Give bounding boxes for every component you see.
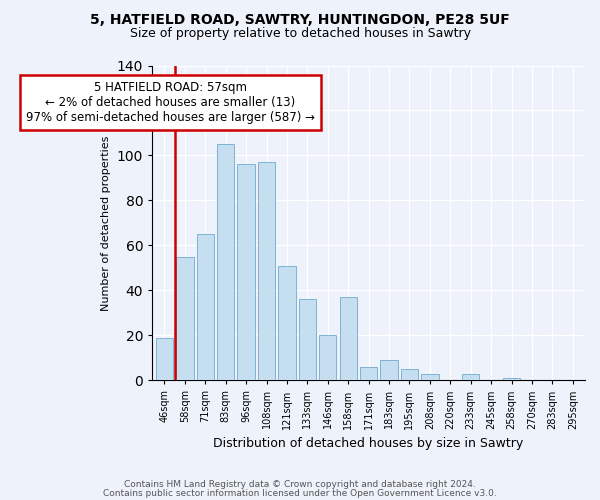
- Bar: [176, 256, 194, 380]
- Bar: [360, 367, 377, 380]
- Bar: [278, 266, 296, 380]
- Bar: [197, 234, 214, 380]
- Y-axis label: Number of detached properties: Number of detached properties: [101, 135, 111, 310]
- Bar: [340, 297, 357, 380]
- Text: Contains public sector information licensed under the Open Government Licence v3: Contains public sector information licen…: [103, 488, 497, 498]
- X-axis label: Distribution of detached houses by size in Sawtry: Distribution of detached houses by size …: [214, 437, 524, 450]
- Bar: [258, 162, 275, 380]
- Text: Contains HM Land Registry data © Crown copyright and database right 2024.: Contains HM Land Registry data © Crown c…: [124, 480, 476, 489]
- Bar: [421, 374, 439, 380]
- Text: 5 HATFIELD ROAD: 57sqm
← 2% of detached houses are smaller (13)
97% of semi-deta: 5 HATFIELD ROAD: 57sqm ← 2% of detached …: [26, 81, 314, 124]
- Bar: [319, 336, 337, 380]
- Bar: [462, 374, 479, 380]
- Bar: [238, 164, 255, 380]
- Bar: [299, 300, 316, 380]
- Bar: [380, 360, 398, 380]
- Bar: [217, 144, 235, 380]
- Bar: [503, 378, 520, 380]
- Bar: [401, 369, 418, 380]
- Text: Size of property relative to detached houses in Sawtry: Size of property relative to detached ho…: [130, 28, 470, 40]
- Text: 5, HATFIELD ROAD, SAWTRY, HUNTINGDON, PE28 5UF: 5, HATFIELD ROAD, SAWTRY, HUNTINGDON, PE…: [90, 12, 510, 26]
- Bar: [156, 338, 173, 380]
